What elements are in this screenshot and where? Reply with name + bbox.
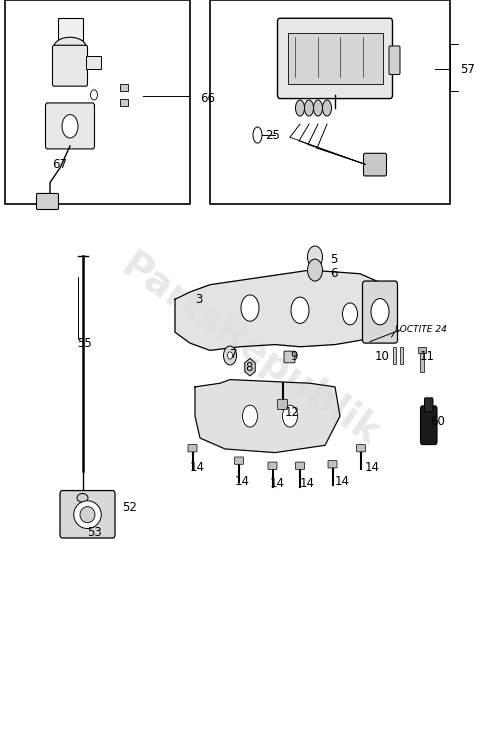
Ellipse shape	[74, 501, 101, 529]
Bar	[210, 0, 450, 204]
Circle shape	[241, 295, 259, 321]
Bar	[120, 84, 128, 91]
Bar	[120, 99, 128, 106]
Ellipse shape	[296, 100, 304, 116]
Text: 60: 60	[430, 415, 445, 429]
Ellipse shape	[54, 37, 86, 58]
Circle shape	[242, 405, 258, 427]
Text: 12: 12	[285, 406, 300, 419]
Text: 53: 53	[88, 526, 102, 539]
FancyBboxPatch shape	[188, 445, 197, 452]
Text: 10: 10	[375, 350, 390, 363]
FancyBboxPatch shape	[52, 45, 88, 86]
FancyBboxPatch shape	[288, 33, 382, 84]
Ellipse shape	[304, 100, 314, 116]
Circle shape	[308, 246, 322, 268]
Circle shape	[371, 299, 389, 325]
Text: 3: 3	[195, 293, 202, 306]
Circle shape	[291, 297, 309, 323]
Ellipse shape	[253, 127, 262, 143]
FancyBboxPatch shape	[364, 153, 386, 176]
Bar	[420, 350, 424, 372]
Circle shape	[342, 303, 357, 325]
Circle shape	[62, 115, 78, 138]
FancyBboxPatch shape	[86, 56, 101, 69]
Bar	[392, 347, 396, 364]
Bar	[418, 347, 426, 353]
Text: LOCTITE 24: LOCTITE 24	[395, 326, 447, 334]
Text: 5: 5	[330, 253, 338, 266]
FancyBboxPatch shape	[356, 445, 366, 452]
Circle shape	[90, 90, 98, 100]
FancyBboxPatch shape	[268, 462, 277, 469]
Text: 25: 25	[265, 128, 280, 142]
FancyBboxPatch shape	[278, 18, 392, 99]
Text: 11: 11	[420, 350, 435, 363]
Text: 7: 7	[230, 347, 237, 361]
Text: 8: 8	[245, 361, 252, 374]
Ellipse shape	[77, 493, 88, 502]
Polygon shape	[175, 270, 390, 350]
Text: 6: 6	[330, 267, 338, 280]
FancyBboxPatch shape	[58, 18, 82, 40]
Bar	[5, 0, 190, 204]
FancyBboxPatch shape	[389, 46, 400, 74]
Text: 67: 67	[52, 158, 68, 171]
Circle shape	[224, 346, 236, 365]
Text: 14: 14	[300, 477, 315, 490]
FancyBboxPatch shape	[278, 399, 287, 410]
FancyBboxPatch shape	[328, 461, 337, 468]
Text: 14: 14	[270, 477, 285, 490]
Text: 9: 9	[290, 350, 298, 363]
FancyBboxPatch shape	[296, 462, 304, 469]
Text: PartsRepublik: PartsRepublik	[114, 247, 386, 454]
Text: 14: 14	[190, 461, 205, 474]
FancyBboxPatch shape	[284, 351, 295, 363]
Ellipse shape	[314, 100, 322, 116]
Ellipse shape	[322, 100, 332, 116]
Text: 14: 14	[235, 475, 250, 488]
Text: 57: 57	[460, 63, 475, 76]
Circle shape	[282, 405, 298, 427]
FancyBboxPatch shape	[424, 398, 433, 412]
FancyBboxPatch shape	[420, 406, 437, 445]
Ellipse shape	[80, 507, 95, 523]
FancyBboxPatch shape	[60, 491, 115, 538]
Circle shape	[308, 259, 322, 281]
FancyBboxPatch shape	[362, 281, 398, 343]
Text: 14: 14	[335, 475, 350, 488]
FancyBboxPatch shape	[46, 103, 94, 149]
Text: 14: 14	[365, 461, 380, 474]
Text: 52: 52	[122, 501, 138, 514]
Polygon shape	[195, 380, 340, 453]
Text: 66: 66	[200, 92, 215, 105]
Text: 55: 55	[78, 337, 92, 350]
FancyBboxPatch shape	[36, 193, 59, 210]
Bar	[400, 347, 403, 364]
Circle shape	[228, 352, 232, 359]
FancyBboxPatch shape	[234, 457, 244, 464]
